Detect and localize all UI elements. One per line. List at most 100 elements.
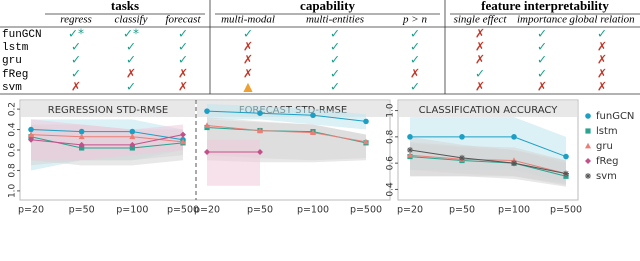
cell-symbol: ✓ xyxy=(243,27,253,41)
y-tick-label: 0.2 xyxy=(8,102,18,116)
cell-symbol: ✓ xyxy=(126,40,136,54)
marker xyxy=(563,153,569,160)
legend-label: svm xyxy=(596,171,617,182)
marker xyxy=(78,128,85,135)
row-name: funGCN xyxy=(2,29,42,41)
column-header: multi-modal xyxy=(221,14,275,26)
marker xyxy=(129,133,136,140)
cell-symbol: ✗ xyxy=(597,67,607,81)
panel-frame xyxy=(397,99,579,201)
x-tick-label: p=100 xyxy=(116,205,148,216)
cell-symbol: ✓ xyxy=(330,67,340,81)
marker xyxy=(129,145,135,151)
marker xyxy=(363,138,369,145)
x-tick-label: p=50 xyxy=(449,205,475,216)
marker xyxy=(310,129,316,136)
cell-symbol: ✗ xyxy=(475,80,485,94)
x-tick-label: p=100 xyxy=(498,205,530,216)
marker xyxy=(129,128,136,135)
cell-symbol: ▲ xyxy=(243,80,253,94)
y-tick-label: 0.6 xyxy=(386,156,396,171)
cell-symbol: ✓ xyxy=(537,40,547,54)
cell-symbol: ✓ xyxy=(597,27,607,41)
series-line xyxy=(409,154,567,175)
cell-symbol: ✗ xyxy=(243,53,253,67)
column-header: forecast xyxy=(165,14,201,26)
series-line xyxy=(30,134,184,146)
cell-symbol: ✓ xyxy=(71,67,81,81)
marker xyxy=(28,136,34,143)
series-line xyxy=(409,156,567,177)
cell-symbol: ✓ xyxy=(178,40,188,54)
legend-marker xyxy=(585,128,591,134)
cell-symbol: ✗ xyxy=(597,53,607,67)
legend-marker xyxy=(585,142,591,149)
row-name: fReg xyxy=(2,69,28,81)
marker xyxy=(407,152,413,158)
cell-symbol: ✓ xyxy=(178,53,188,67)
cell-symbol: ✗ xyxy=(243,67,253,81)
row-name: gru xyxy=(2,55,22,67)
y-tick-label: 0.8 xyxy=(8,163,18,178)
panel-title: REGRESSION STD-RMSE xyxy=(48,105,168,116)
cell-symbol: ✓ xyxy=(330,27,340,41)
cell-symbol: ✗ xyxy=(597,80,607,94)
marker xyxy=(511,134,517,140)
cell-symbol: ✓ xyxy=(71,53,81,67)
marker xyxy=(180,138,186,145)
marker xyxy=(407,147,413,153)
series-line xyxy=(206,124,367,143)
cell-symbol: ✓ xyxy=(330,53,340,67)
legend-label: lstm xyxy=(596,126,618,137)
cell-symbol: ✓ xyxy=(71,40,81,54)
column-header: multi-entities xyxy=(306,14,364,26)
cell-symbol: ✗ xyxy=(178,80,188,94)
marker xyxy=(257,127,263,133)
marker xyxy=(204,122,210,128)
cell-symbol: ✓* xyxy=(68,27,84,41)
group-title: tasks xyxy=(111,0,139,13)
column-header: classify xyxy=(115,14,148,26)
y-tick-label: 0.6 xyxy=(8,143,18,158)
marker xyxy=(28,131,34,138)
cell-symbol: ✓ xyxy=(410,27,420,41)
cell-symbol: ✓ xyxy=(178,27,188,41)
series-line xyxy=(30,129,184,141)
cell-symbol: ✗ xyxy=(475,27,485,41)
cell-symbol: ✗ xyxy=(410,67,420,81)
cell-symbol: ✓ xyxy=(126,80,136,94)
panel-title-strip xyxy=(21,101,195,117)
cell-symbol: ✗ xyxy=(475,40,485,54)
y-tick-label: 0.4 xyxy=(8,122,18,137)
x-tick-label: p=500 xyxy=(350,205,382,216)
row-name: svm xyxy=(2,82,22,94)
column-header: global relation xyxy=(569,14,635,26)
panel-title-strip xyxy=(399,101,577,117)
marker xyxy=(257,110,263,116)
y-tick-label: 0.4 xyxy=(386,182,396,197)
cell-symbol: ✓ xyxy=(410,40,420,54)
legend-label: fReg xyxy=(596,156,619,167)
column-header: p > n xyxy=(402,14,427,26)
marker xyxy=(79,145,85,151)
series-line xyxy=(410,136,567,158)
error-band xyxy=(207,104,366,130)
error-band xyxy=(31,119,183,161)
cell-symbol: ✓ xyxy=(410,53,420,67)
legend-marker xyxy=(585,158,591,164)
cell-symbol: ✗ xyxy=(597,40,607,54)
legend-label: gru xyxy=(596,141,613,152)
cell-symbol: ✗ xyxy=(71,80,81,94)
marker xyxy=(459,154,465,161)
cell-symbol: ✓ xyxy=(537,67,547,81)
cell-symbol: ✓ xyxy=(537,53,547,67)
x-tick-label: p=20 xyxy=(194,205,220,216)
marker xyxy=(257,149,263,156)
group-title: feature interpretability xyxy=(481,0,609,13)
cell-symbol: ✓ xyxy=(475,67,485,81)
marker xyxy=(459,134,465,140)
x-tick-label: p=20 xyxy=(397,205,423,216)
marker xyxy=(129,141,136,148)
x-tick-label: p=50 xyxy=(247,205,273,216)
